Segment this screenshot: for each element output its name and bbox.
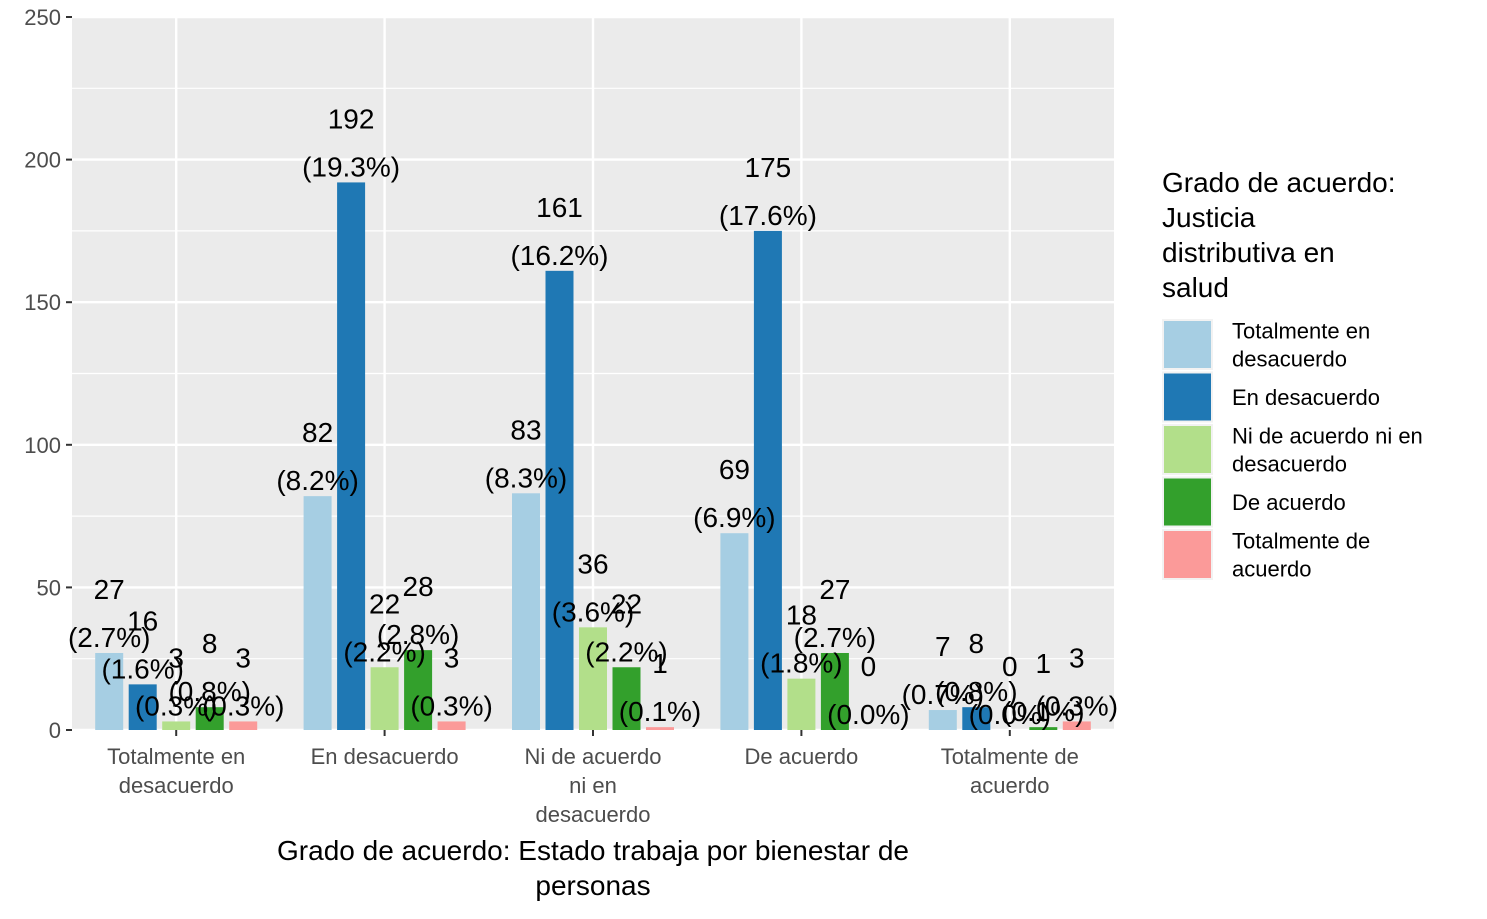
bar [1062, 721, 1091, 730]
bar-count-label: 28 [403, 571, 434, 602]
bar-percent-label: (0.3%) [135, 690, 217, 721]
x-axis-title: Grado de acuerdo: Estado trabaja por bie… [277, 835, 909, 901]
bar-percent-label: (19.3%) [302, 151, 400, 182]
legend-title: Grado de acuerdo: Justicia distributiva en… [1162, 167, 1396, 303]
bar-percent-label: (0.7%) [902, 679, 984, 710]
legend-key [1164, 478, 1211, 526]
y-tick-label: 200 [24, 148, 61, 173]
bar-percent-label: (0.3%) [202, 690, 284, 721]
bar [162, 721, 191, 730]
legend-key [1164, 426, 1211, 473]
bar-percent-label: (0.3%) [1036, 690, 1118, 721]
bar-percent-label: (16.2%) [510, 240, 608, 271]
bar-count-label: 16 [127, 605, 158, 636]
bar-count-label: 3 [444, 642, 460, 673]
x-tick-label: En desacuerdo [311, 744, 459, 769]
legend-label: Totalmente en desacuerdo [1232, 319, 1370, 372]
bar [545, 270, 574, 730]
bar-percent-label: (2.2%) [343, 636, 425, 667]
y-tick-label: 0 [49, 718, 61, 743]
bar-count-label: 8 [969, 628, 985, 659]
bar-percent-label: (8.3%) [485, 462, 567, 493]
bar [303, 496, 332, 730]
bar [579, 627, 607, 730]
bar-count-label: 27 [94, 574, 125, 605]
x-tick-label: De acuerdo [745, 744, 859, 769]
bar-percent-label: (2.2%) [585, 636, 667, 667]
x-tick-label: Totalmente en desacuerdo [107, 744, 245, 798]
bar [404, 650, 433, 730]
bar-percent-label: (8.2%) [276, 465, 358, 496]
bar-percent-label: (0.8%) [168, 676, 250, 707]
bar [437, 721, 466, 730]
bar-count-label: 3 [235, 642, 251, 673]
bar [820, 652, 849, 730]
bar-count-label: 161 [536, 192, 583, 223]
bar-percent-label: (2.7%) [68, 622, 150, 653]
bar-percent-label: (17.6%) [719, 200, 817, 231]
bar [646, 727, 674, 730]
legend-label: En desacuerdo [1232, 385, 1380, 410]
y-tick-label: 100 [24, 433, 61, 458]
bar [962, 707, 991, 730]
bar [229, 721, 258, 730]
bar-count-label: 22 [611, 588, 642, 619]
bar-count-label: 36 [577, 548, 608, 579]
bar [95, 652, 124, 730]
x-tick-label: Totalmente de acuerdo [941, 744, 1079, 798]
bar-percent-label: (2.7%) [794, 622, 876, 653]
bar [128, 684, 157, 730]
bar-percent-label: (0.1%) [1002, 696, 1084, 727]
bar-count-label: 69 [719, 454, 750, 485]
bar-count-label: 82 [302, 417, 333, 448]
bar [720, 533, 749, 730]
legend-label: De acuerdo [1232, 490, 1346, 515]
x-tick-label: Ni de acuerdo ni en desacuerdo [525, 744, 662, 827]
bar-percent-label: (1.8%) [760, 648, 842, 679]
bar-count-label: 1 [1036, 648, 1052, 679]
legend-key [1164, 321, 1211, 368]
bar-count-label: 8 [202, 628, 218, 659]
bar-count-label: 0 [861, 651, 877, 682]
bar-percent-label: (6.9%) [693, 502, 775, 533]
bar-count-label: 83 [510, 414, 541, 445]
y-tick-label: 250 [24, 5, 61, 30]
legend-label: Totalmente de acuerdo [1232, 529, 1370, 582]
bar [337, 182, 366, 730]
legend-key [1164, 531, 1211, 578]
bar [512, 493, 540, 730]
bar-count-label: 1 [652, 648, 668, 679]
legend-label: Ni de acuerdo ni en desacuerdo [1232, 424, 1423, 477]
legend-key [1164, 373, 1211, 421]
bar-percent-label: (0.3%) [410, 690, 492, 721]
bar-count-label: 22 [369, 588, 400, 619]
bar-count-label: 3 [1069, 642, 1085, 673]
bar [370, 667, 399, 730]
bar [195, 707, 224, 730]
bar-count-label: 18 [786, 600, 817, 631]
bar [787, 678, 816, 730]
bar-count-label: 3 [168, 642, 184, 673]
bar-count-label: 175 [745, 152, 792, 183]
bar-percent-label: (1.6%) [101, 653, 183, 684]
bar-percent-label: (0.0%) [827, 699, 909, 730]
bar [928, 710, 957, 730]
bar-percent-label: (0.8%) [935, 676, 1017, 707]
bar-percent-label: (0.1%) [619, 696, 701, 727]
bar-percent-label: (2.8%) [377, 619, 459, 650]
y-tick-label: 50 [37, 575, 61, 600]
bar [1029, 727, 1058, 730]
bar-percent-label: (3.6%) [552, 596, 634, 627]
bar [612, 667, 641, 730]
bar [753, 230, 782, 730]
y-tick-label: 150 [24, 290, 61, 315]
bar-count-label: 27 [819, 574, 850, 605]
bar-count-label: 7 [935, 631, 951, 662]
bar-count-label: 192 [328, 103, 375, 134]
bar-count-label: 0 [1002, 651, 1018, 682]
bar-percent-label: (0.0%) [969, 699, 1051, 730]
